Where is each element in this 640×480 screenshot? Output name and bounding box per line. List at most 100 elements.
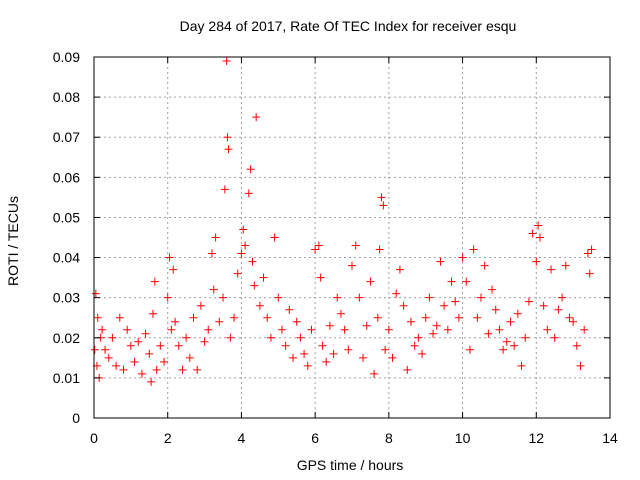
data-point — [384, 325, 393, 334]
data-point — [491, 305, 500, 314]
data-point — [259, 273, 268, 282]
data-point — [193, 365, 202, 374]
data-point — [458, 253, 467, 262]
data-point — [403, 365, 412, 374]
data-point — [572, 341, 581, 350]
data-point — [539, 301, 548, 310]
data-point — [134, 337, 143, 346]
data-point — [219, 293, 227, 302]
data-point — [462, 277, 471, 286]
data-point — [543, 325, 552, 334]
data-point — [189, 313, 198, 322]
data-point — [207, 249, 216, 258]
x-tick-label: 8 — [385, 430, 393, 446]
data-point — [119, 365, 128, 374]
data-point — [126, 341, 135, 350]
data-point — [220, 185, 229, 194]
data-point — [381, 345, 390, 354]
data-point — [547, 265, 556, 274]
data-point — [311, 245, 320, 254]
x-axis-label: GPS time / hours — [297, 457, 404, 473]
data-point — [244, 189, 253, 198]
data-point — [477, 293, 485, 302]
data-point — [375, 245, 384, 254]
data-point — [248, 257, 257, 266]
x-tick-label: 14 — [602, 430, 618, 446]
data-point — [558, 293, 567, 302]
x-tick-label: 0 — [90, 430, 98, 446]
data-point — [502, 337, 511, 346]
data-point — [587, 245, 596, 254]
data-point — [506, 317, 515, 326]
data-point — [480, 261, 489, 270]
data-point — [535, 233, 544, 242]
grid-layer — [94, 57, 610, 418]
data-point — [296, 333, 305, 342]
x-tick-label: 4 — [238, 430, 246, 446]
data-point — [432, 321, 441, 330]
data-point — [274, 293, 283, 302]
data-point — [148, 309, 157, 318]
data-point — [583, 249, 592, 258]
data-point — [303, 361, 312, 370]
x-tick-label: 6 — [311, 430, 319, 446]
data-point — [585, 269, 594, 278]
data-point — [318, 341, 327, 350]
data-point — [436, 257, 445, 266]
data-point — [488, 285, 497, 294]
data-point — [359, 353, 368, 362]
data-point — [237, 249, 246, 258]
data-point — [307, 325, 316, 334]
y-tick-label: 0.08 — [53, 89, 80, 105]
data-point — [266, 333, 275, 342]
data-point — [454, 313, 463, 322]
data-point — [322, 357, 331, 366]
data-point — [233, 269, 242, 278]
data-point — [465, 345, 474, 354]
data-point — [246, 165, 255, 174]
data-point — [314, 241, 323, 250]
data-point — [241, 241, 250, 250]
data-point — [532, 257, 541, 266]
data-point — [425, 293, 434, 302]
data-point — [377, 193, 386, 202]
data-point — [418, 349, 427, 358]
data-point — [340, 325, 349, 334]
y-tick-label: 0.09 — [53, 49, 80, 65]
data-point — [209, 285, 218, 294]
data-point — [406, 317, 415, 326]
data-point — [200, 337, 209, 346]
data-point — [554, 305, 563, 314]
data-point — [281, 341, 290, 350]
data-point — [123, 325, 132, 334]
data-point — [222, 57, 231, 66]
data-point — [101, 345, 110, 354]
data-point — [484, 329, 493, 338]
data-point — [336, 309, 345, 318]
data-point — [112, 361, 121, 370]
data-point — [98, 325, 107, 334]
data-point — [137, 369, 146, 378]
data-point — [171, 317, 180, 326]
data-point — [576, 361, 585, 370]
data-point — [510, 341, 519, 350]
data-point — [355, 293, 364, 302]
data-point — [499, 345, 508, 354]
x-tick-label: 12 — [528, 430, 544, 446]
data-point — [528, 229, 537, 238]
data-point — [333, 293, 342, 302]
data-point — [440, 301, 449, 310]
data-point — [292, 317, 301, 326]
data-point — [252, 113, 261, 122]
data-point — [410, 341, 419, 350]
data-point — [534, 221, 543, 230]
data-point — [379, 201, 388, 210]
y-tick-label: 0.04 — [53, 250, 80, 266]
data-point — [395, 265, 404, 274]
data-point — [90, 345, 99, 354]
data-point — [196, 301, 205, 310]
data-point — [524, 297, 533, 306]
data-point — [167, 325, 176, 334]
